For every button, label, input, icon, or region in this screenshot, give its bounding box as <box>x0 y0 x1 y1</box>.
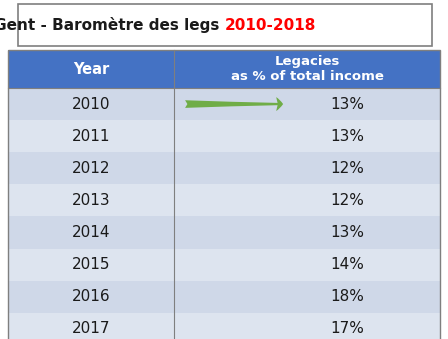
Text: 2010-2018: 2010-2018 <box>225 18 316 33</box>
Bar <box>8 281 440 313</box>
Bar <box>18 4 432 46</box>
Text: 2016: 2016 <box>72 289 111 304</box>
Text: 13%: 13% <box>330 97 364 112</box>
Bar <box>8 313 440 339</box>
Text: 18%: 18% <box>330 289 364 304</box>
Text: 13%: 13% <box>330 129 364 144</box>
Text: 2015: 2015 <box>72 257 110 272</box>
Text: 2010: 2010 <box>72 97 110 112</box>
Text: 14%: 14% <box>330 257 364 272</box>
Text: HoGent - Baromètre des legs: HoGent - Baromètre des legs <box>0 17 225 33</box>
Text: 12%: 12% <box>330 193 364 208</box>
Bar <box>8 50 440 88</box>
Bar <box>8 248 440 281</box>
Bar <box>8 88 440 120</box>
Text: Year: Year <box>73 61 109 77</box>
Text: 13%: 13% <box>330 225 364 240</box>
Text: 17%: 17% <box>330 321 364 336</box>
Bar <box>8 152 440 184</box>
Bar <box>8 120 440 152</box>
Text: 2014: 2014 <box>72 225 110 240</box>
Text: 2011: 2011 <box>72 129 110 144</box>
Text: 12%: 12% <box>330 161 364 176</box>
Text: Legacies
as % of total income: Legacies as % of total income <box>231 55 383 83</box>
Text: 2017: 2017 <box>72 321 110 336</box>
Bar <box>8 216 440 248</box>
Bar <box>8 184 440 216</box>
Text: 2012: 2012 <box>72 161 110 176</box>
Text: 2013: 2013 <box>72 193 111 208</box>
